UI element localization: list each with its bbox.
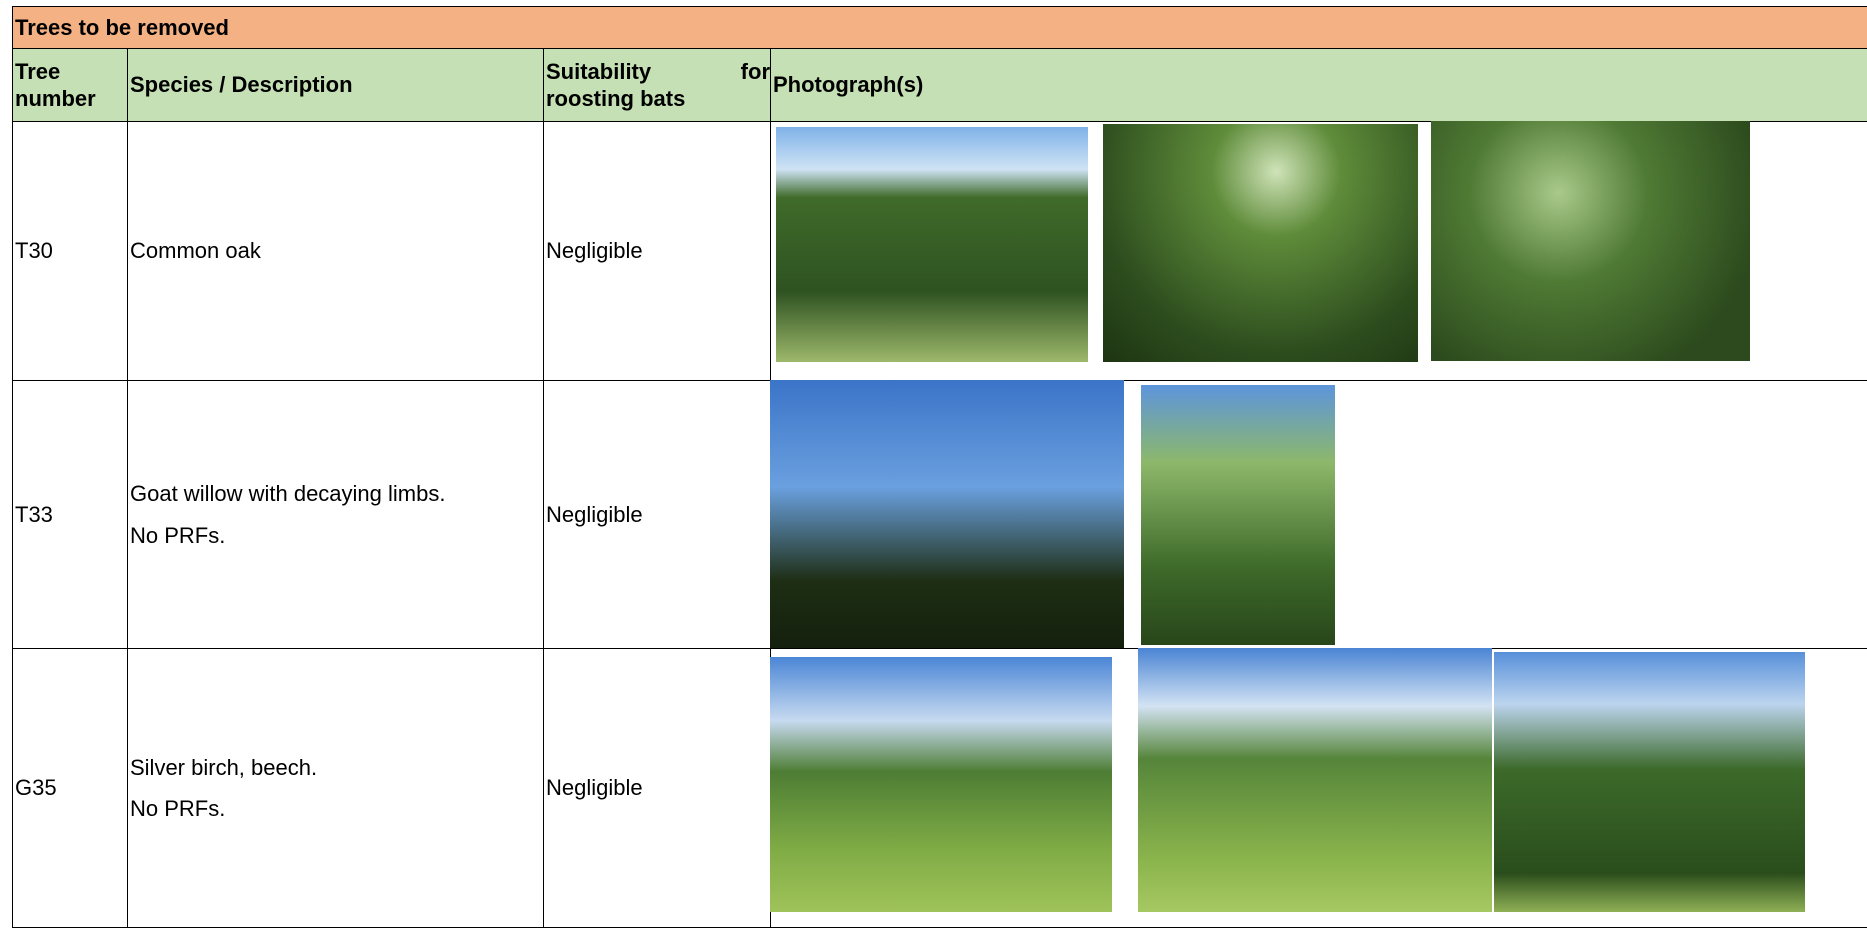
suitability: Negligible <box>543 121 771 381</box>
description-text: Silver birch, beech. No PRFs. <box>130 754 317 823</box>
photo <box>1141 385 1335 645</box>
suitability: Negligible <box>543 380 771 649</box>
suitability: Negligible <box>543 648 771 928</box>
description-text: Common oak <box>130 237 261 265</box>
tree-number: T30 <box>12 121 128 381</box>
paragraph: No PRFs. <box>130 796 226 821</box>
paragraph: Common oak <box>130 238 261 264</box>
description: Goat willow with decaying limbs. No PRFs. <box>127 380 544 649</box>
paragraph: Silver birch, beech. <box>130 754 318 780</box>
header-cell: Species / Description <box>127 48 544 122</box>
header-cell: Suitability for roosting bats <box>543 48 771 122</box>
header-cell: Photograph(s) <box>770 48 1867 122</box>
photo <box>1138 648 1492 912</box>
photo <box>1494 652 1805 912</box>
tree-number: G35 <box>12 648 128 928</box>
paragraph: Goat willow with decaying limbs. <box>130 481 446 506</box>
photo <box>770 657 1112 912</box>
tree-number: T33 <box>12 380 128 649</box>
header-cell: Tree number <box>12 48 128 122</box>
photo <box>770 380 1124 648</box>
paragraph: No PRFs. <box>130 522 226 548</box>
photo <box>1103 124 1418 362</box>
photo <box>776 127 1088 362</box>
photo <box>1431 121 1750 361</box>
description: Common oak <box>127 121 544 381</box>
description: Silver birch, beech. No PRFs. <box>127 648 544 928</box>
table-title: Trees to be removed <box>12 6 1867 49</box>
description-text: Goat willow with decaying limbs. No PRFs. <box>130 480 445 549</box>
